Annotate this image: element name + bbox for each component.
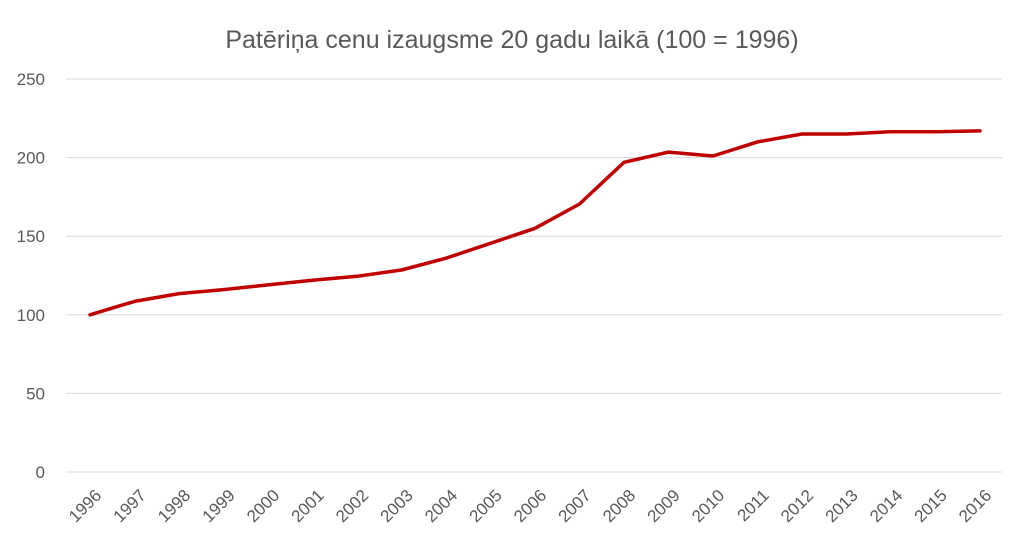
x-tick-label-2015: 2015 [911, 486, 951, 526]
x-tick-label-2002: 2002 [332, 486, 372, 526]
y-tick-label-0: 0 [36, 463, 45, 482]
x-tick-label-2009: 2009 [644, 486, 684, 526]
chart-title: Patēriņa cenu izaugsme 20 gadu laikā (10… [225, 26, 798, 54]
x-tick-label-1996: 1996 [65, 486, 105, 526]
x-tick-label-1998: 1998 [154, 486, 194, 526]
y-axis-tick-labels: 0 50 100 150 200 250 [17, 70, 45, 482]
x-tick-label-2006: 2006 [510, 486, 550, 526]
y-tick-label-150: 150 [17, 227, 45, 246]
x-tick-label-2011: 2011 [734, 486, 773, 525]
x-tick-label-2016: 2016 [955, 486, 995, 526]
y-tick-label-250: 250 [17, 70, 45, 89]
x-tick-label-2012: 2012 [777, 486, 817, 526]
x-tick-label-2008: 2008 [599, 486, 639, 526]
x-tick-label-1999: 1999 [199, 486, 239, 526]
x-tick-label-2013: 2013 [822, 486, 862, 526]
x-tick-label-2001: 2001 [288, 486, 328, 526]
y-tick-label-100: 100 [17, 306, 45, 325]
x-tick-label-2014: 2014 [866, 486, 906, 526]
x-tick-label-2010: 2010 [688, 486, 728, 526]
x-axis-tick-labels: 1996 1997 1998 1999 2000 2001 2002 2003 2004 2005… [65, 486, 995, 526]
x-tick-label-2000: 2000 [243, 486, 283, 526]
y-tick-label-50: 50 [26, 384, 45, 403]
series-line-0 [88, 129, 982, 317]
gridlines [66, 78, 1002, 473]
x-tick-label-1997: 1997 [110, 486, 150, 526]
series-group [88, 129, 982, 317]
x-tick-label-2007: 2007 [555, 486, 595, 526]
x-tick-label-2003: 2003 [377, 486, 417, 526]
y-tick-label-200: 200 [17, 149, 45, 168]
x-tick-label-2005: 2005 [466, 486, 506, 526]
x-tick-label-2004: 2004 [421, 486, 461, 526]
